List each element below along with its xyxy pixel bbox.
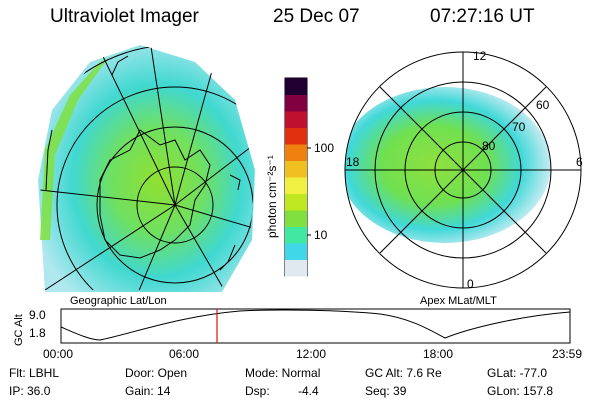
colorbar-cell xyxy=(285,226,307,244)
gain-label: Gain: 14 xyxy=(125,384,171,398)
altitude-axis-label: GC Alt xyxy=(13,314,25,346)
colorbar-tick-label-100: 100 xyxy=(314,141,334,155)
mlt-label-12: 12 xyxy=(473,49,487,63)
filter-label: Flt: LBHL xyxy=(9,366,60,380)
colorbar-cell xyxy=(285,144,307,161)
geographic-caption: Geographic Lat/Lon xyxy=(70,295,167,307)
altitude-plot-frame xyxy=(60,308,571,344)
mlat-label-80: 80 xyxy=(482,139,496,153)
time-label: 07:27:16 UT xyxy=(430,6,535,27)
geographic-image xyxy=(38,45,255,292)
colorbar-cell xyxy=(285,111,307,128)
altitude-xtick-2359: 23:59 xyxy=(552,347,582,361)
colorbar-cell xyxy=(285,210,307,227)
apex-auroral-oval xyxy=(345,87,551,243)
mlat-label-60: 60 xyxy=(536,98,550,112)
colorbar-tick-label-10: 10 xyxy=(314,228,328,242)
colorbar-cell xyxy=(285,243,307,260)
mode-label: Mode: Normal xyxy=(245,366,321,380)
altitude-ytick-1-8: 1.8 xyxy=(29,326,46,340)
apex-grid xyxy=(344,51,582,289)
apex-dial: 12 18 6 0 60 70 80 xyxy=(344,49,583,291)
geo-auroral-emission xyxy=(38,45,255,292)
altitude-curve xyxy=(60,309,571,341)
door-label: Door: Open xyxy=(125,366,188,380)
glat-label: GLat: -77.0 xyxy=(487,366,548,380)
instrument-title: Ultraviolet Imager xyxy=(50,6,199,27)
colorbar-cell xyxy=(285,78,307,95)
geo-coastlines xyxy=(45,55,241,271)
altitude-xtick-0600: 06:00 xyxy=(169,347,199,361)
mlt-label-18: 18 xyxy=(346,155,360,169)
dsp-value: -4.4 xyxy=(298,384,319,398)
altitude-xtick-1200: 12:00 xyxy=(296,347,326,361)
colorbar-cell xyxy=(285,259,307,277)
colorbar-cell xyxy=(285,127,307,145)
colorbar-cell xyxy=(285,94,307,112)
altitude-xtick-1800: 18:00 xyxy=(423,347,453,361)
colorbar-cells xyxy=(285,78,307,277)
colorbar-cell xyxy=(285,193,307,211)
geo-limb-glow xyxy=(40,58,108,240)
glon-label: GLon: 157.8 xyxy=(487,384,554,398)
seq-label: Seq: 39 xyxy=(365,384,407,398)
mlt-label-0: 0 xyxy=(467,277,474,291)
altitude-xtick-0000: 00:00 xyxy=(43,347,73,361)
colorbar-cell xyxy=(285,177,307,194)
colorbar: 100 10 photon cm⁻²s⁻¹ xyxy=(265,77,334,277)
colorbar-cell xyxy=(285,160,307,178)
altitude-plot: GC Alt 9.0 1.8 00:00 06:00 12:00 18:00 2… xyxy=(13,308,582,361)
date-label: 25 Dec 07 xyxy=(273,6,360,27)
dsp-label: Dsp: xyxy=(245,384,270,398)
apex-caption: Apex MLat/MLT xyxy=(420,295,497,307)
ip-label: IP: 36.0 xyxy=(9,384,51,398)
mlat-label-70: 70 xyxy=(512,120,526,134)
altitude-ytick-9: 9.0 xyxy=(29,308,46,322)
mlt-label-6: 6 xyxy=(576,155,583,169)
gc-alt-label: GC Alt: 7.6 Re xyxy=(365,366,442,380)
colorbar-title: photon cm⁻²s⁻¹ xyxy=(265,155,279,238)
